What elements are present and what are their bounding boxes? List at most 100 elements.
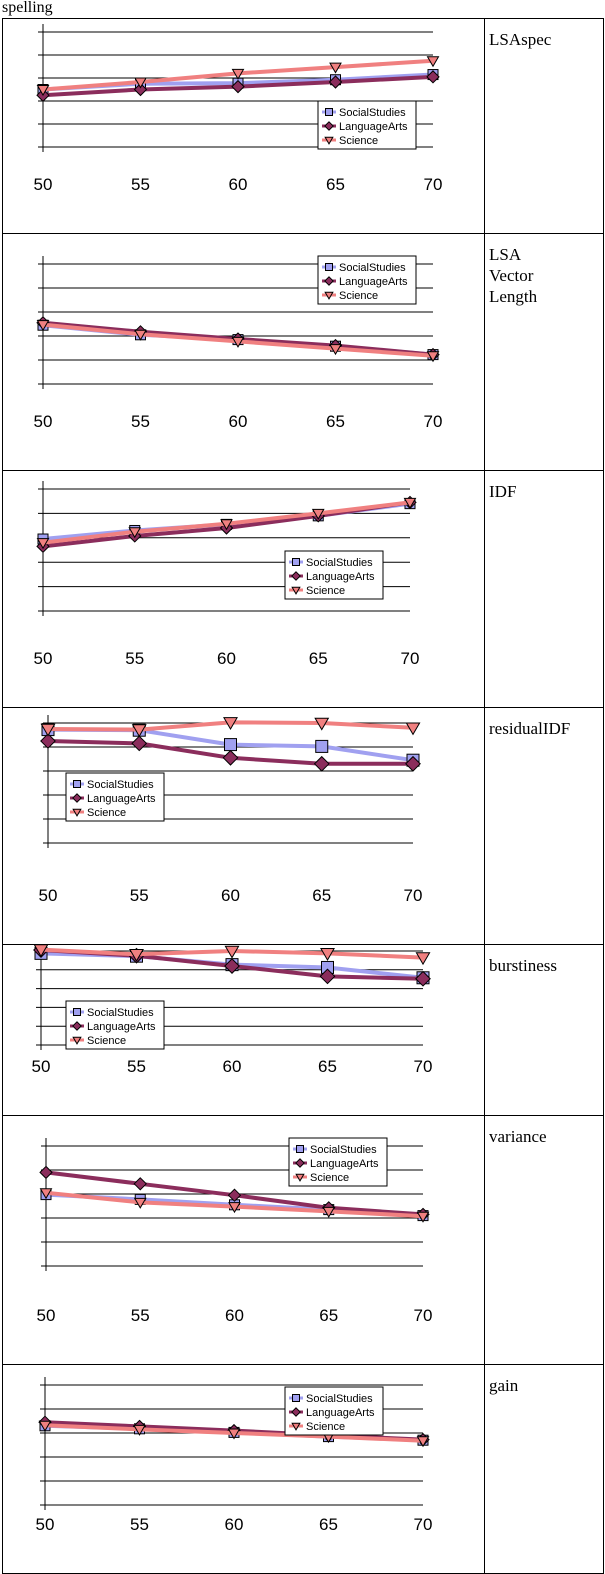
legend-label: Science xyxy=(306,1421,345,1433)
x-tick-label: 55 xyxy=(131,1306,150,1325)
x-tick-label: 50 xyxy=(34,412,53,431)
series-Science xyxy=(40,717,421,738)
line-chart: 50 55 60 65 70 SocialStudies LanguageArts Scien… xyxy=(34,481,419,668)
x-tick-label: 50 xyxy=(39,886,58,905)
data-point xyxy=(416,1436,430,1448)
data-point xyxy=(38,1420,52,1432)
data-point xyxy=(329,344,342,356)
label-cell: LSA Vector Length xyxy=(484,233,604,471)
data-point xyxy=(129,948,144,962)
charts-table: 50 55 60 65 70 SocialStudies LanguageArts Scien… xyxy=(2,18,604,1574)
metric-label: IDF xyxy=(489,482,517,501)
data-point xyxy=(314,717,330,731)
data-point xyxy=(328,75,343,89)
label-cell: variance xyxy=(484,1115,604,1365)
x-tick-label: 55 xyxy=(131,412,150,431)
legend-swatch-marker xyxy=(324,136,334,145)
x-tick-label: 65 xyxy=(318,1057,337,1076)
legend-label: SocialStudies xyxy=(87,1007,154,1019)
line-chart: 50 55 60 65 70 SocialStudies LanguageArts Scien… xyxy=(37,1137,432,1325)
legend-swatch-marker xyxy=(72,793,82,803)
label-cell: IDF xyxy=(484,470,604,708)
legend-label: Science xyxy=(310,1172,349,1184)
chart-row: 50 55 60 65 70 SocialStudies LanguageArts Scien… xyxy=(2,470,604,708)
data-point xyxy=(320,948,335,961)
x-tick-label: 50 xyxy=(34,175,53,194)
data-point xyxy=(36,85,50,96)
legend-swatch-marker xyxy=(292,1394,300,1402)
data-point xyxy=(415,952,431,966)
metric-label: variance xyxy=(489,1127,547,1146)
data-point xyxy=(227,1188,242,1202)
legend-label: SocialStudies xyxy=(306,557,373,569)
data-point xyxy=(40,723,56,737)
legend-swatch-marker xyxy=(291,1407,301,1417)
data-point xyxy=(224,738,237,752)
x-tick-label: 70 xyxy=(404,886,423,905)
data-point xyxy=(134,77,147,89)
data-point xyxy=(36,320,50,332)
legend-swatch-marker xyxy=(324,291,334,300)
legend-label: SocialStudies xyxy=(339,262,406,274)
data-point xyxy=(405,722,421,736)
chart-cell: 50 55 60 65 70 SocialStudies LanguageArts Scien… xyxy=(2,1115,485,1365)
legend-label: SocialStudies xyxy=(87,779,154,791)
legend-swatch-marker xyxy=(295,1158,305,1168)
chart-cell: 50 55 60 65 70 SocialStudies LanguageArts Scien… xyxy=(2,944,485,1116)
data-point xyxy=(416,1211,430,1223)
legend-label: SocialStudies xyxy=(339,107,406,119)
x-tick-label: 55 xyxy=(130,886,149,905)
x-tick-label: 60 xyxy=(225,1515,244,1534)
legend-swatch-marker xyxy=(324,276,334,286)
series-Science xyxy=(36,320,440,363)
data-point xyxy=(133,1197,147,1209)
legend-label: LanguageArts xyxy=(339,276,408,288)
legend-label: LanguageArts xyxy=(306,1407,375,1419)
legend-swatch-marker xyxy=(291,586,301,595)
chart-cell: 50 55 60 65 70 SocialStudies LanguageArts Scien… xyxy=(2,18,485,234)
chart-row: 50 55 60 65 70 SocialStudies LanguageArts Scien… xyxy=(2,1115,604,1365)
series-Science xyxy=(36,497,417,550)
series-Science xyxy=(38,1420,430,1448)
data-point xyxy=(426,70,440,84)
chart-cell: 50 55 60 65 70 SocialStudies LanguageArts Scien… xyxy=(2,1364,485,1574)
legend-swatch-marker xyxy=(291,571,301,581)
legend: SocialStudies LanguageArts Science xyxy=(65,1000,165,1050)
data-point xyxy=(228,1202,241,1214)
data-point xyxy=(315,739,329,753)
data-point xyxy=(322,1206,336,1218)
legend-swatch-marker xyxy=(72,1036,82,1045)
data-point xyxy=(36,538,50,550)
metric-label: LSAspec xyxy=(489,30,552,49)
x-tick-label: 50 xyxy=(37,1306,56,1325)
data-point xyxy=(40,733,56,749)
x-tick-label: 55 xyxy=(127,1057,146,1076)
data-point xyxy=(231,79,245,94)
legend-swatch-marker xyxy=(73,1008,81,1016)
x-tick-label: 60 xyxy=(229,175,248,194)
series-Science xyxy=(36,56,440,96)
legend-label: Science xyxy=(339,135,378,147)
chart-row: 50 55 60 65 70 SocialStudies LanguageArts Scien… xyxy=(2,1364,604,1574)
data-point xyxy=(311,508,325,520)
label-cell: LSAspec xyxy=(484,18,604,234)
series-Science xyxy=(33,945,431,966)
chart-cell: 50 55 60 65 70 SocialStudies LanguageArts Scien… xyxy=(2,707,485,945)
x-tick-label: 70 xyxy=(424,175,443,194)
x-tick-label: 55 xyxy=(130,1515,149,1534)
legend: SocialStudies LanguageArts Science xyxy=(65,772,165,822)
chart-row: 50 55 60 65 70 SocialStudies LanguageArts Scien… xyxy=(2,18,604,234)
data-point xyxy=(222,749,239,766)
line-chart: 50 55 60 65 70 SocialStudies LanguageArts Scien… xyxy=(34,255,442,431)
page-top-text: spelling xyxy=(2,0,53,16)
legend-swatch-marker xyxy=(292,558,300,566)
data-point xyxy=(39,1165,53,1180)
legend: SocialStudies LanguageArts Science xyxy=(284,550,384,600)
chart-row: 50 55 60 65 70 SocialStudies LanguageArts Scien… xyxy=(2,233,604,471)
legend-swatch-marker xyxy=(73,780,81,788)
data-point xyxy=(133,1424,146,1436)
legend-swatch-marker xyxy=(324,121,334,131)
line-chart: 50 55 60 65 70 SocialStudies LanguageArts Scien… xyxy=(34,24,443,194)
x-tick-label: 65 xyxy=(319,1515,338,1534)
series-Science xyxy=(39,1188,430,1223)
